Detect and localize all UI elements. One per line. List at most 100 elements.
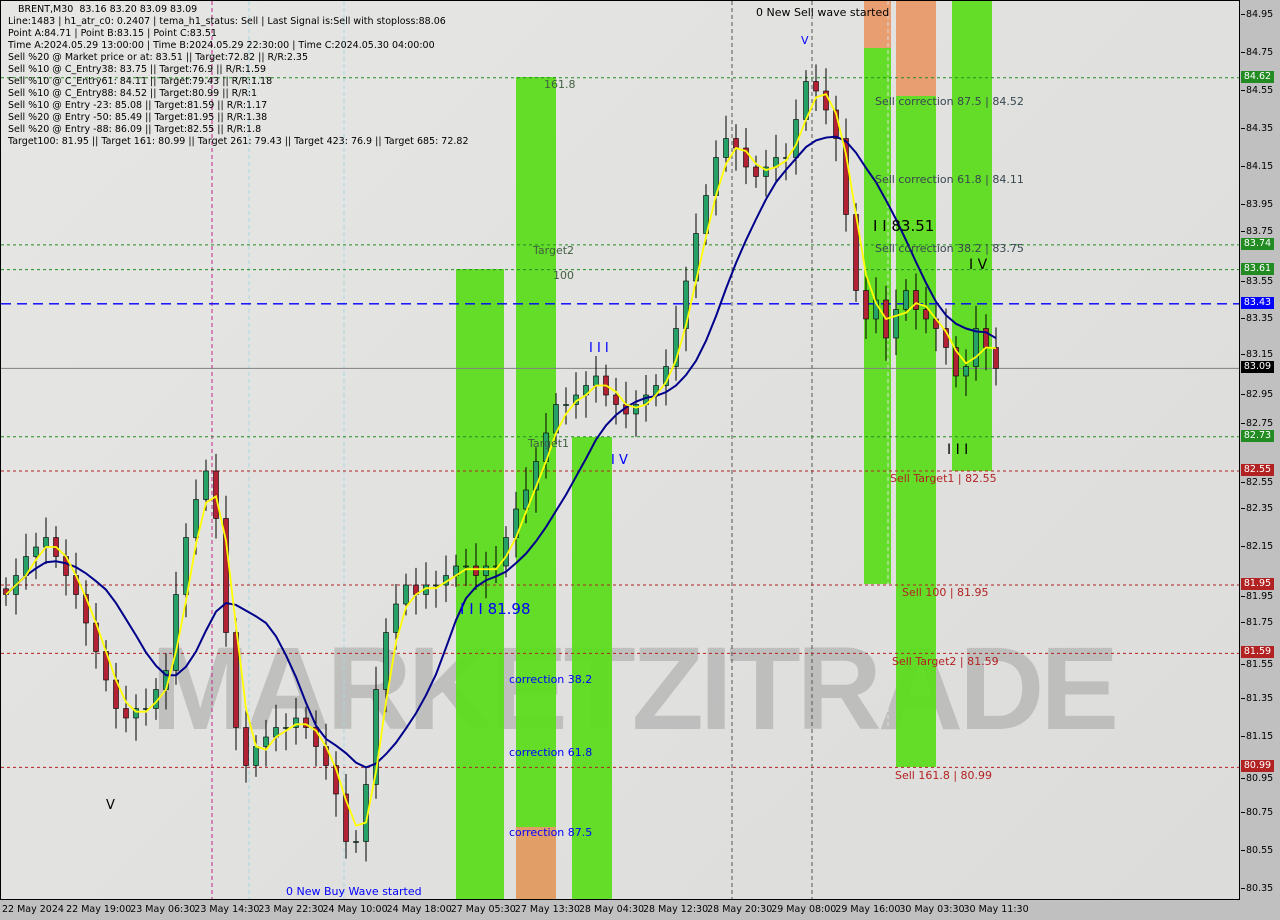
price-tick: 81.55 (1240, 659, 1274, 671)
bear-candle (343, 793, 349, 842)
sell-correction-38-label: Sell correction 38.2 | 83.75 (875, 242, 1024, 255)
price-tick: 82.35 (1240, 502, 1274, 514)
sell-correction-61-label: Sell correction 61.8 | 84.11 (875, 173, 1024, 186)
wave-3-label: I I I (589, 341, 609, 356)
bull-candle (593, 375, 599, 386)
target-zone-orange (516, 827, 556, 899)
target-zone-orange (896, 1, 936, 96)
info-line: Sell %10 @ Entry -23: 85.08 || Target:81… (8, 100, 268, 111)
sell-wave-label: 0 New Sell wave started (756, 6, 890, 19)
bull-candle (173, 594, 179, 671)
info-line: Line:1483 | h1_atr_c0: 0.2407 | tema_h1_… (8, 16, 446, 27)
wave-4-sell-label: I V (969, 257, 988, 273)
target2-label: Target2 (533, 244, 575, 257)
bull-candle (263, 736, 269, 747)
bull-candle (893, 309, 899, 339)
bear-candle (243, 727, 249, 766)
bear-candle (923, 309, 929, 320)
chart-canvas (1, 1, 1239, 899)
info-line: Sell %10 @ C_Entry88: 84.52 || Target:80… (8, 88, 258, 99)
info-line: Point A:84.71 | Point B:83.15 | Point C:… (8, 28, 217, 39)
info-line: Sell %20 @ Entry -50: 85.49 || Target:81… (8, 112, 268, 123)
bear-candle (333, 765, 339, 795)
info-line: Sell %10 @ C_Entry61: 84.11 || Target:79… (8, 76, 273, 87)
price-tick: 81.75 (1240, 616, 1274, 628)
price-tick: 83.15 (1240, 349, 1274, 361)
time-tick: 29 May 08:00 (771, 904, 837, 915)
target-zone-orange (864, 1, 891, 48)
price-tick: 84.75 (1240, 46, 1274, 58)
sell-target2-label: Sell Target2 | 81.59 (892, 655, 999, 668)
price-level-badge: 84.62 (1241, 70, 1274, 83)
time-tick: 29 May 16:00 (835, 904, 901, 915)
bull-candle (963, 366, 969, 377)
info-line: BRENT,M30 83.16 83.20 83.09 83.09 (18, 4, 198, 15)
bull-candle (723, 138, 729, 158)
wave-v-label: V (801, 34, 809, 47)
bear-candle (863, 290, 869, 320)
correction-61-label: correction 61.8 (509, 746, 593, 759)
price-level-badge: 83.43 (1241, 296, 1274, 309)
signal-info-panel: BRENT,M30 83.16 83.20 83.09 83.09 Line:14… (8, 4, 469, 148)
price-tick: 81.95 (1240, 591, 1274, 602)
price-axis[interactable]: 84.95 84.75 84.55 84.35 84.15 83.95 83.75 83.55… (1240, 0, 1280, 900)
slow-moving-average-line (5, 135, 997, 769)
bull-candle (563, 404, 569, 406)
info-line: Sell %10 @ C_Entry38: 83.75 || Target:76… (8, 64, 267, 75)
bear-candle (743, 147, 749, 168)
time-tick: 28 May 12:30 (643, 904, 709, 915)
bull-candle (33, 546, 39, 557)
bear-candle (843, 138, 849, 215)
price-tick: 83.55 (1240, 275, 1274, 287)
correction-87-label: correction 87.5 (509, 826, 593, 839)
wave-4-label: I V (611, 453, 628, 468)
bull-candle (873, 299, 879, 320)
bear-candle (993, 347, 999, 369)
bear-candle (223, 518, 229, 633)
time-tick: 28 May 20:30 (707, 904, 773, 915)
target-zone-green (896, 96, 936, 767)
time-tick: 24 May 10:00 (322, 904, 388, 915)
price-tick: 80.55 (1240, 844, 1274, 856)
price-tick: 81.15 (1240, 730, 1274, 742)
bear-candle (753, 166, 759, 177)
bull-candle (533, 461, 539, 491)
price-tick: 83.75 (1240, 225, 1274, 237)
watermark-logo: MARKETZITRADE (151, 623, 1119, 755)
price-tick: 84.35 (1240, 122, 1274, 134)
bull-candle (433, 584, 439, 587)
bull-candle (133, 708, 139, 719)
wave-3-sell-label: I I I (947, 442, 969, 458)
price-tick: 82.55 (1240, 477, 1274, 488)
time-tick: 30 May 11:30 (963, 904, 1029, 915)
bear-candle (303, 717, 309, 728)
time-tick: 28 May 04:30 (578, 904, 645, 915)
time-tick: 22 May 19:00 (66, 904, 132, 915)
price-tick: 82.15 (1240, 540, 1274, 552)
sell-correction-87-label: Sell correction 87.5 | 84.52 (875, 95, 1024, 108)
price-tick: 82.95 (1240, 388, 1274, 400)
bear-candle (83, 594, 89, 624)
target-zone-green (952, 1, 992, 471)
price-tick: 84.55 (1240, 84, 1274, 96)
price-tick: 80.95 (1240, 773, 1274, 785)
wave-v-left-label: V (106, 798, 115, 813)
info-line: Sell %20 @ Entry -88: 86.09 || Target:82… (8, 124, 262, 135)
time-tick: 23 May 06:30 (130, 904, 196, 915)
bull-candle (903, 290, 909, 310)
bull-candle (633, 404, 639, 415)
info-line: Time A:2024.05.29 13:00:00 | Time B:2024… (8, 40, 435, 51)
time-tick: 23 May 14:30 (194, 904, 260, 915)
sell-target1-label: Sell Target1 | 82.55 (890, 472, 997, 485)
price-level-badge: 82.73 (1241, 429, 1274, 442)
info-line: Target100: 81.95 || Target 161: 80.99 ||… (8, 136, 469, 147)
price-level-badge: 83.61 (1241, 262, 1274, 275)
chart-plot-area[interactable]: MARKETZITRADE BRENT,M30 83.16 83.20 83.0… (0, 0, 1240, 900)
bear-candle (613, 394, 619, 405)
target1-label: Target1 (528, 437, 570, 450)
price-tick: 84.15 (1240, 160, 1274, 172)
bull-candle (383, 632, 389, 690)
bull-candle (183, 537, 189, 595)
wave-3-price-label: I I I 81.98 (460, 600, 531, 618)
price-level-badge: 83.09 (1241, 361, 1274, 374)
